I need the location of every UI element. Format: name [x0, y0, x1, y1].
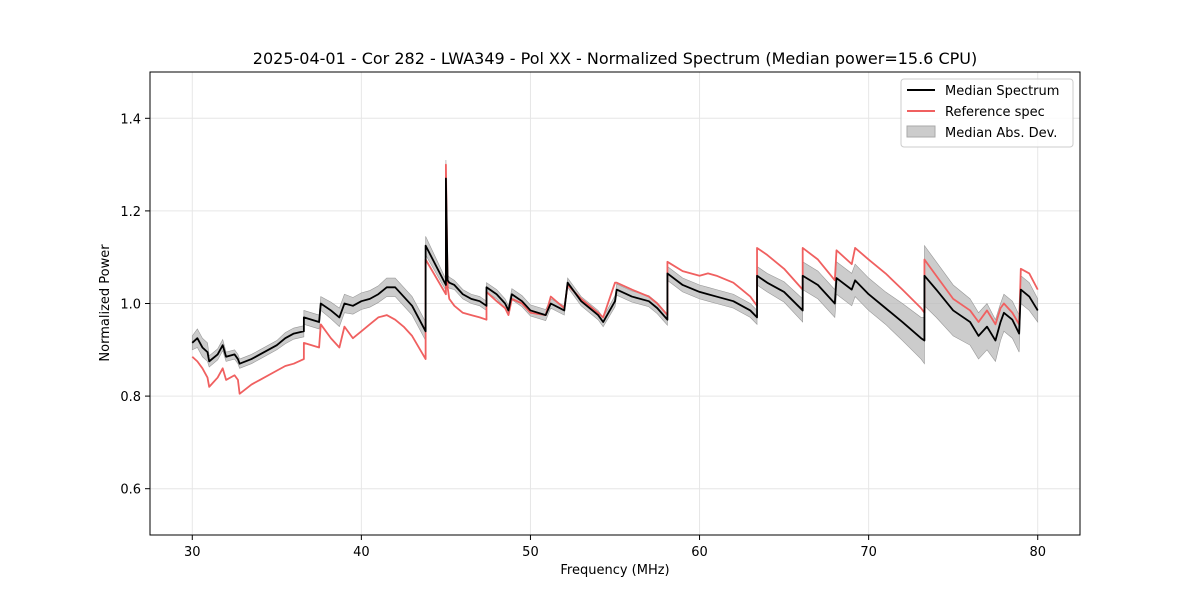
- legend-median-label: Median Spectrum: [945, 84, 1059, 99]
- y-tick-label: 1.2: [120, 205, 141, 220]
- x-tick-label: 60: [691, 545, 708, 560]
- legend-mad-label: Median Abs. Dev.: [945, 126, 1057, 141]
- legend-reference-label: Reference spec: [945, 105, 1045, 120]
- x-tick-label: 80: [1029, 545, 1046, 560]
- legend: Median Spectrum Reference spec Median Ab…: [900, 78, 1074, 148]
- x-axis-label: Frequency (MHz): [560, 563, 669, 578]
- y-axis-ticks: 0.6 0.8 1.0 1.2 1.4: [120, 112, 150, 498]
- y-tick-label: 1.0: [120, 298, 141, 313]
- median-line-layer: [191, 177, 1039, 365]
- legend-box: [900, 78, 1074, 148]
- x-tick-label: 40: [353, 545, 370, 560]
- x-tick-label: 50: [522, 545, 539, 560]
- y-tick-label: 1.4: [120, 112, 141, 127]
- median-spectrum-line: [191, 177, 1039, 365]
- reference-spectrum-line: [191, 163, 1039, 395]
- y-tick-label: 0.6: [120, 483, 141, 498]
- legend-mad-swatch: [906, 125, 936, 138]
- reference-line-layer: [191, 163, 1039, 395]
- y-axis-label: Normalized Power: [98, 244, 113, 362]
- x-tick-label: 70: [860, 545, 877, 560]
- y-tick-label: 0.8: [120, 390, 141, 405]
- x-axis-ticks: 30 40 50 60 70 80: [184, 535, 1046, 560]
- chart-title: 2025-04-01 - Cor 282 - LWA349 - Pol XX -…: [253, 49, 977, 68]
- x-tick-label: 30: [184, 545, 201, 560]
